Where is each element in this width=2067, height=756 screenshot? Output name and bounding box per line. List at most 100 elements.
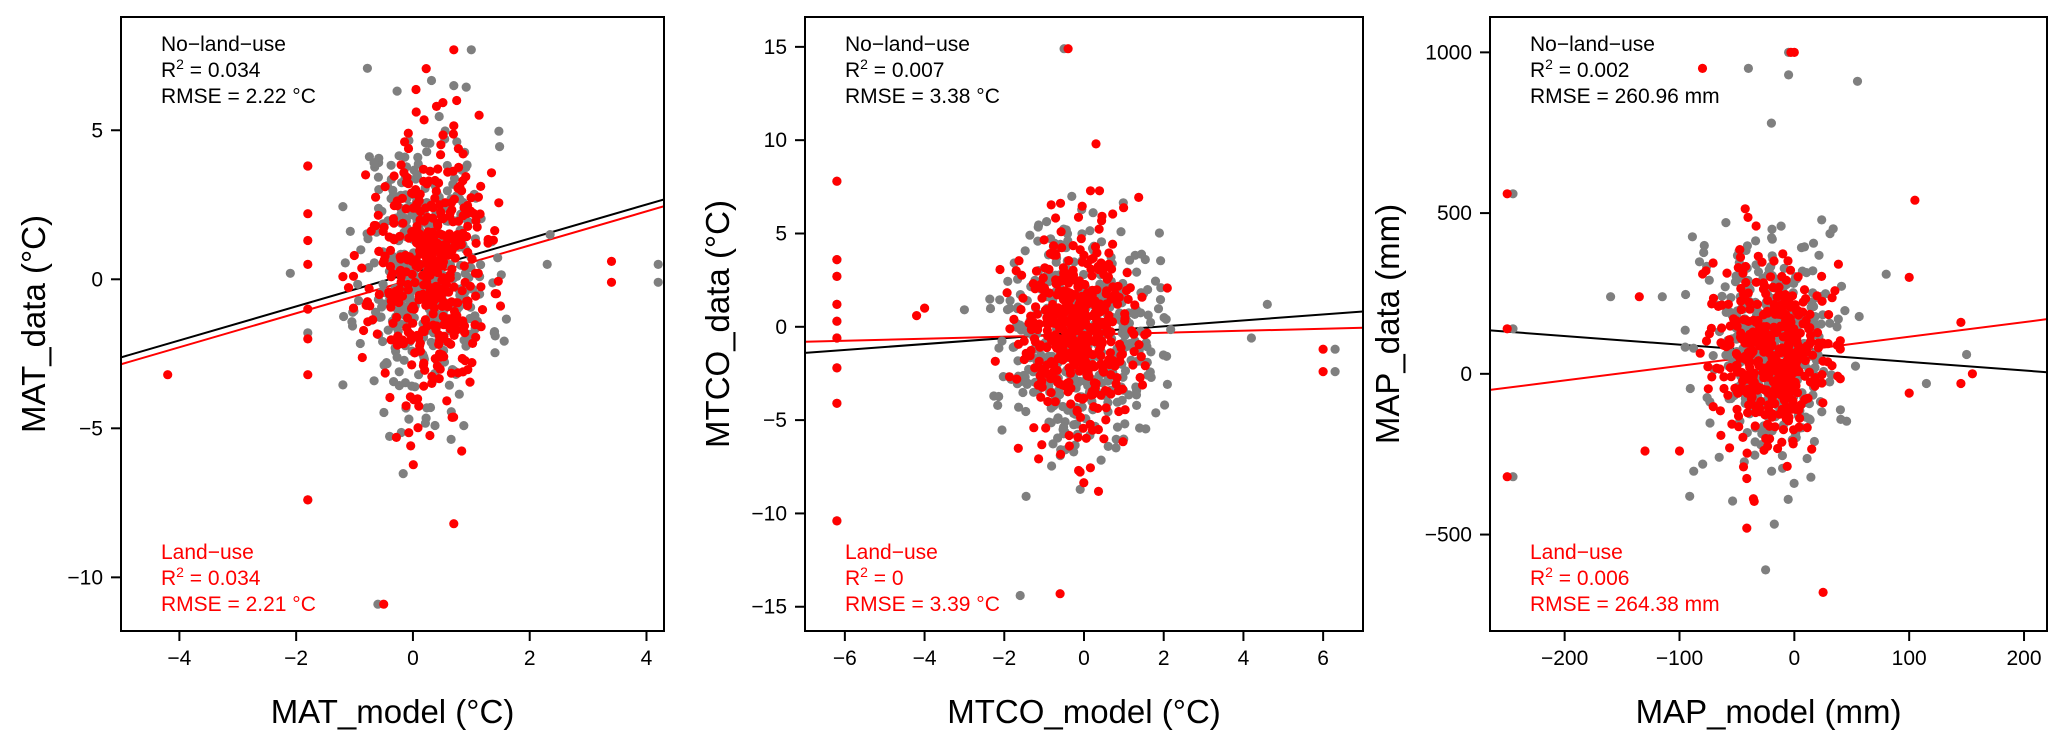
point-land-use	[447, 205, 457, 215]
point-land-use	[1069, 312, 1079, 322]
point-no-land-use	[354, 296, 364, 306]
point-land-use	[1074, 465, 1084, 476]
point-no-land-use	[499, 336, 509, 346]
point-land-use	[1031, 266, 1042, 276]
point-land-use	[1813, 338, 1823, 348]
annotation-land-use-title-map: Land−use	[1530, 541, 1623, 564]
point-no-land-use	[1246, 333, 1256, 343]
point-no-land-use	[1814, 250, 1824, 260]
point-no-land-use	[1034, 220, 1044, 230]
point-no-land-use	[1743, 63, 1753, 73]
point-no-land-use	[1048, 439, 1058, 449]
point-no-land-use	[1694, 257, 1705, 267]
x-tick-label: 0	[407, 647, 419, 670]
point-no-land-use	[1714, 452, 1724, 462]
point-no-land-use	[430, 420, 440, 431]
point-land-use	[457, 446, 467, 456]
point-land-use	[1137, 292, 1147, 302]
point-land-use	[1761, 322, 1771, 332]
point-no-land-use	[1789, 478, 1799, 488]
x-tick-label: −200	[1541, 647, 1588, 670]
point-land-use	[1162, 283, 1172, 293]
point-land-use	[1041, 423, 1051, 433]
point-land-use	[1076, 354, 1086, 364]
point-land-use	[1791, 381, 1801, 391]
point-no-land-use	[407, 381, 417, 391]
point-land-use	[1028, 317, 1038, 327]
point-land-use	[1067, 340, 1077, 350]
point-no-land-use	[1015, 590, 1025, 601]
point-no-land-use	[1766, 118, 1776, 128]
y-tick-label: 10	[764, 129, 787, 152]
point-no-land-use	[1136, 249, 1147, 259]
point-land-use	[409, 395, 419, 405]
point-land-use	[1723, 299, 1733, 309]
point-no-land-use	[494, 126, 504, 136]
point-no-land-use	[338, 380, 348, 390]
point-land-use	[1758, 284, 1769, 294]
point-land-use	[1770, 399, 1780, 409]
point-no-land-use	[444, 380, 454, 390]
point-no-land-use	[1783, 494, 1793, 504]
point-land-use	[1029, 423, 1039, 433]
point-land-use	[832, 299, 842, 309]
y-tick-label: 0	[91, 268, 103, 291]
point-land-use	[422, 254, 432, 264]
point-land-use	[1140, 361, 1150, 371]
point-land-use	[1753, 330, 1763, 340]
point-no-land-use	[1005, 296, 1015, 306]
point-land-use	[1805, 323, 1815, 333]
point-land-use	[441, 277, 451, 287]
point-no-land-use	[1085, 226, 1095, 236]
point-land-use	[1064, 430, 1074, 441]
point-land-use	[433, 164, 443, 174]
point-no-land-use	[446, 434, 456, 444]
point-land-use	[423, 239, 433, 249]
point-land-use	[1051, 213, 1061, 223]
point-land-use	[1034, 454, 1044, 464]
point-land-use	[446, 368, 456, 378]
point-no-land-use	[1817, 215, 1827, 225]
point-no-land-use	[373, 172, 383, 182]
point-land-use	[1100, 386, 1110, 396]
point-land-use	[428, 320, 438, 330]
point-land-use	[1073, 212, 1084, 222]
point-land-use	[1832, 340, 1842, 350]
point-land-use	[366, 226, 376, 236]
point-no-land-use	[1162, 379, 1172, 389]
point-land-use	[1752, 299, 1763, 309]
point-land-use	[995, 264, 1005, 275]
point-land-use	[1030, 363, 1040, 373]
point-land-use	[303, 370, 313, 380]
point-land-use	[1738, 462, 1749, 472]
point-land-use	[426, 200, 436, 210]
r2-symbol: R	[845, 59, 860, 82]
point-land-use	[1088, 325, 1098, 335]
y-tick-label: 5	[91, 119, 103, 142]
point-no-land-use	[1699, 240, 1709, 251]
point-land-use	[1066, 399, 1076, 409]
point-land-use	[1785, 265, 1796, 275]
point-land-use	[474, 110, 484, 120]
point-land-use	[1742, 473, 1752, 484]
point-land-use	[374, 289, 384, 300]
point-no-land-use	[422, 147, 432, 157]
point-land-use	[1093, 486, 1104, 496]
point-land-use	[1101, 415, 1111, 425]
point-land-use	[454, 232, 464, 242]
point-land-use	[1096, 319, 1106, 329]
point-land-use	[1058, 345, 1068, 355]
point-land-use	[1036, 279, 1046, 289]
point-land-use	[436, 293, 446, 304]
point-land-use	[1064, 256, 1074, 266]
point-no-land-use	[1776, 221, 1786, 231]
point-no-land-use	[1014, 402, 1024, 412]
point-no-land-use	[394, 367, 404, 377]
point-land-use	[1833, 259, 1843, 269]
point-land-use	[1733, 263, 1743, 273]
point-no-land-use	[1150, 276, 1161, 286]
point-no-land-use	[1021, 491, 1031, 501]
point-land-use	[460, 356, 470, 366]
point-no-land-use	[501, 314, 511, 324]
point-no-land-use	[1135, 423, 1145, 433]
